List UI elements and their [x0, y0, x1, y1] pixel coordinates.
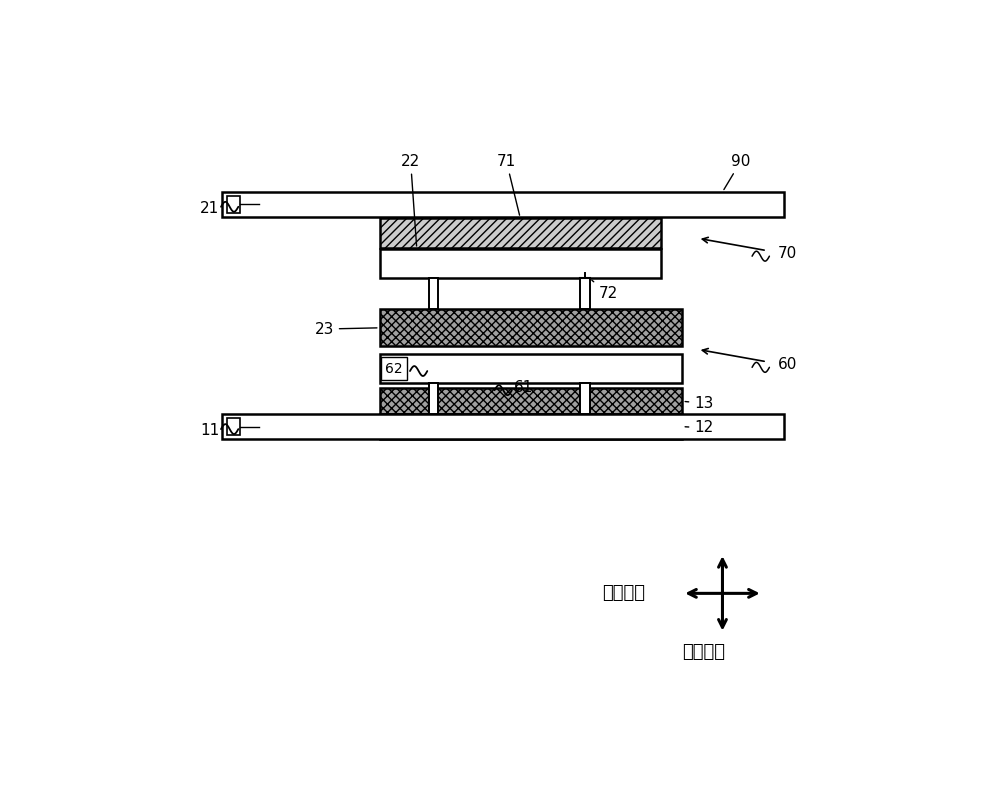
Text: 第二方向: 第二方向 [602, 585, 645, 602]
Text: 第一方向: 第一方向 [682, 643, 725, 661]
Text: 72: 72 [592, 280, 618, 302]
Bar [580, 278, 590, 310]
Text: 23: 23 [314, 322, 377, 337]
Text: 61: 61 [514, 380, 534, 395]
Text: 60: 60 [778, 358, 797, 372]
Bar [227, 418, 240, 435]
Text: 21: 21 [200, 201, 219, 216]
Bar [380, 354, 682, 383]
Bar [222, 192, 784, 217]
Bar [380, 310, 682, 346]
Text: 62: 62 [385, 362, 403, 375]
Bar [227, 196, 240, 213]
Text: 11: 11 [200, 423, 219, 439]
Text: 71: 71 [497, 153, 520, 215]
Text: 70: 70 [778, 246, 797, 261]
Bar [429, 278, 438, 310]
Bar [429, 383, 438, 415]
Bar [380, 218, 661, 248]
Bar [381, 358, 407, 379]
Bar [222, 415, 784, 439]
Text: 22: 22 [401, 153, 420, 246]
Text: 13: 13 [685, 395, 714, 411]
Text: 90: 90 [724, 153, 751, 189]
Bar [380, 415, 682, 439]
Bar [380, 249, 661, 278]
Bar [380, 388, 682, 415]
Bar [580, 383, 590, 415]
Text: 12: 12 [685, 420, 714, 435]
